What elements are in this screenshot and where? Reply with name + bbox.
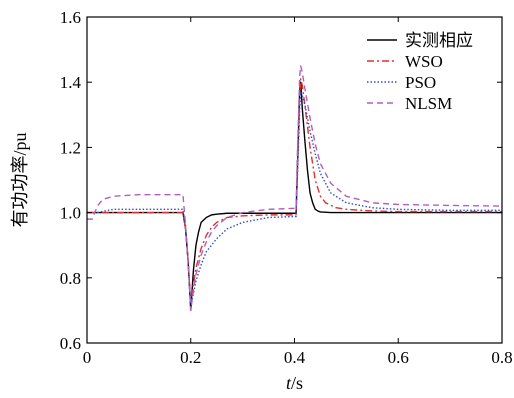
y-tick-label: 1.0 [60, 204, 81, 223]
x-tick-label: 0.6 [388, 348, 409, 367]
y-axis-label: 有功功率/pu [10, 132, 30, 227]
series-line-2 [87, 91, 502, 305]
series-layer [87, 65, 503, 312]
y-tick-label: 0.8 [60, 269, 81, 288]
x-tick-label: 0.2 [180, 348, 201, 367]
legend-label-0: 实测相应 [405, 31, 473, 50]
y-tick-label: 1.4 [60, 73, 82, 92]
series-line-3 [87, 65, 503, 312]
x-axis-label: t/s [286, 373, 303, 393]
x-tick-label: 0.8 [491, 348, 512, 367]
x-tick-label: 0.4 [284, 348, 306, 367]
series-line-1 [87, 78, 502, 305]
y-tick-label: 1.6 [60, 8, 81, 27]
legend-label-2: PSO [405, 73, 436, 92]
ticks-layer: 0 0.2 0.4 0.6 0.8 0.6 0.8 1.0 1.2 1.4 1.6 [60, 8, 513, 367]
x-axis-label-unit: /s [291, 373, 303, 393]
y-tick-label: 1.2 [60, 138, 81, 157]
legend: 实测相应 WSO PSO NLSM [367, 31, 473, 113]
x-tick-label: 0 [83, 348, 92, 367]
legend-label-3: NLSM [405, 94, 452, 113]
legend-label-1: WSO [405, 52, 443, 71]
series-line-0 [87, 81, 502, 312]
x-axis-label-italic: t [286, 373, 292, 393]
y-tick-label: 0.6 [60, 334, 81, 353]
